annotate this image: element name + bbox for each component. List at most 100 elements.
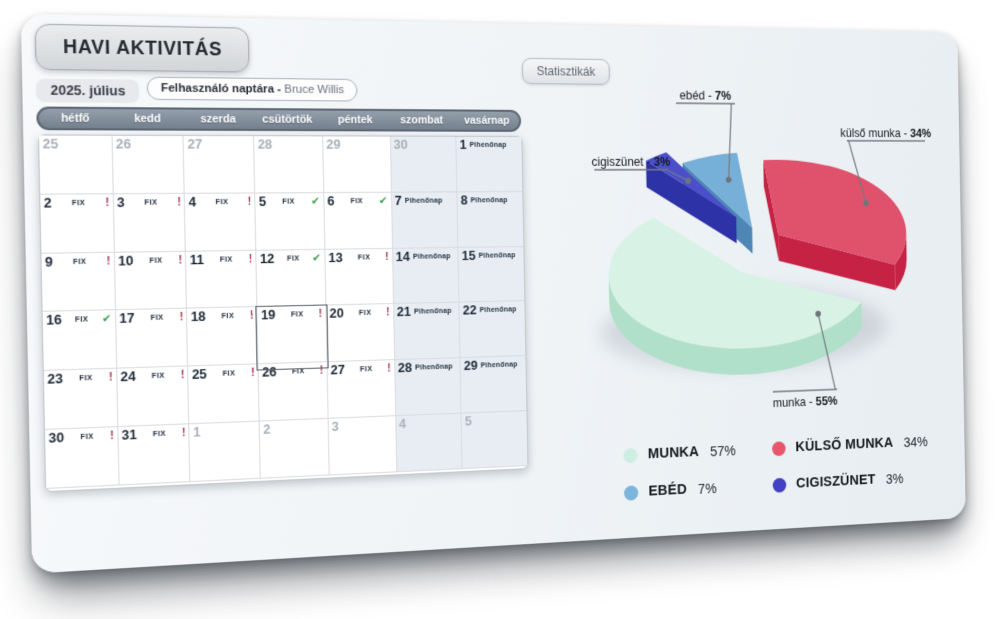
calendar-cell-5[interactable]: 5 FIX ✔ bbox=[255, 193, 325, 250]
calendar-cell-adjacent-30[interactable]: 30 bbox=[390, 137, 457, 193]
fix-badge: FIX bbox=[62, 316, 102, 324]
day-number: 4 bbox=[188, 196, 196, 210]
calendar-cell-13[interactable]: 13 FIX! bbox=[325, 249, 393, 306]
legend-dot-kulso_munka bbox=[772, 441, 786, 456]
calendar-cell-4[interactable]: 4 FIX! bbox=[185, 193, 256, 251]
pie-callout-label: cigiszünet - 3% bbox=[592, 155, 671, 169]
calendar-cell-23[interactable]: 23 FIX! bbox=[44, 369, 118, 430]
legend-item-ebed: EBÉD 7% bbox=[624, 477, 773, 500]
calendar-cell-10[interactable]: 10 FIX! bbox=[115, 251, 188, 310]
calendar-cell-adjacent-1[interactable]: 1 bbox=[190, 422, 261, 482]
calendar-cell-22[interactable]: 22 Pihenőnap bbox=[460, 302, 526, 359]
weekday-header-3: szerda bbox=[183, 110, 253, 129]
calendar-cell-adjacent-29[interactable]: 29 bbox=[323, 136, 391, 193]
pie-slice-kulso_munka[interactable] bbox=[763, 160, 907, 293]
fix-badge: FIX bbox=[275, 311, 318, 319]
calendar-cell-21[interactable]: 21 Pihenőnap bbox=[394, 303, 461, 360]
legend-label: EBÉD bbox=[648, 482, 687, 500]
calendar-grid: 25 26 27 28 29 30 1 Pihenőnap 2 FIX! 3 FIX! 4 FIX! 5 FI… bbox=[38, 134, 529, 492]
legend-percent: 3% bbox=[886, 471, 904, 487]
calendar-cell-adjacent-5[interactable]: 5 bbox=[462, 411, 528, 469]
status-warning-icon: ! bbox=[182, 427, 186, 440]
day-number: 26 bbox=[262, 366, 277, 380]
calendar-cell-14[interactable]: 14 Pihenőnap bbox=[393, 248, 460, 305]
status-warning-icon: ! bbox=[106, 255, 110, 268]
calendar-cell-adjacent-4[interactable]: 4 bbox=[396, 414, 463, 472]
calendar-cell-27[interactable]: 27 FIX! bbox=[327, 360, 395, 419]
calendar-cell-adjacent-2[interactable]: 2 bbox=[260, 419, 330, 479]
calendar-cell-3[interactable]: 3 FIX! bbox=[113, 194, 186, 253]
weekday-header-6: szombat bbox=[389, 111, 455, 130]
fix-badge: FIX bbox=[196, 199, 248, 207]
calendar-cell-adjacent-3[interactable]: 3 bbox=[328, 416, 396, 475]
calendar-cell-adjacent-28[interactable]: 28 bbox=[254, 136, 324, 193]
day-number: 23 bbox=[47, 373, 63, 387]
day-number: 14 bbox=[396, 250, 410, 263]
dashboard-panel: HAVI AKTIVITÁS 2025. július Felhasználó … bbox=[21, 14, 966, 574]
rest-day-label: Pihenőnap bbox=[414, 308, 452, 316]
status-warning-icon: ! bbox=[385, 251, 389, 263]
calendar-cell-25[interactable]: 25 FIX! bbox=[189, 365, 260, 425]
day-number: 29 bbox=[464, 360, 478, 374]
calendar-cell-24[interactable]: 24 FIX! bbox=[117, 367, 190, 427]
calendar-cell-2[interactable]: 2 FIX! bbox=[40, 194, 114, 253]
calendar-cell-18[interactable]: 18 FIX! bbox=[187, 308, 258, 367]
calendar-cell-28[interactable]: 28 Pihenőnap bbox=[395, 358, 462, 416]
weekday-header-7: vasárnap bbox=[454, 111, 519, 129]
legend-percent: 34% bbox=[904, 434, 928, 450]
day-number: 25 bbox=[192, 368, 207, 382]
calendar-cell-9[interactable]: 9 FIX! bbox=[41, 252, 115, 312]
calendar-cell-11[interactable]: 11 FIX! bbox=[186, 250, 257, 309]
calendar-cell-29[interactable]: 29 Pihenőnap bbox=[461, 356, 527, 413]
calendar-cell-adjacent-27[interactable]: 27 bbox=[184, 136, 255, 194]
calendar-cell-12[interactable]: 12 FIX ✔ bbox=[256, 249, 326, 307]
calendar-cell-31[interactable]: 31 FIX! bbox=[118, 424, 191, 485]
calendar-cell-7[interactable]: 7 Pihenőnap bbox=[392, 192, 459, 248]
calendar-cell-6[interactable]: 6 FIX ✔ bbox=[324, 193, 392, 250]
fix-badge: FIX bbox=[136, 372, 181, 381]
legend-percent: 7% bbox=[698, 480, 717, 497]
calendar-cell-adjacent-26[interactable]: 26 bbox=[112, 136, 185, 194]
calendar-cell-20[interactable]: 20 FIX! bbox=[326, 304, 394, 362]
calendar-cell-19[interactable]: 19 FIX! bbox=[258, 306, 328, 365]
legend-item-cigiszunet: CIGISZÜNET 3% bbox=[773, 469, 929, 492]
statistics-button[interactable]: Statisztikák bbox=[522, 58, 610, 85]
calendar-cell-8[interactable]: 8 Pihenőnap bbox=[458, 192, 524, 248]
status-warning-icon: ! bbox=[251, 367, 255, 380]
rest-day-label: Pihenőnap bbox=[471, 197, 508, 204]
legend-label: MUNKA bbox=[648, 444, 699, 462]
calendar-cell-30[interactable]: 30 FIX! bbox=[45, 427, 119, 489]
fix-badge: FIX bbox=[64, 433, 110, 442]
legend-label: CIGISZÜNET bbox=[796, 472, 876, 491]
calendar-cell-1[interactable]: 1 Pihenőnap bbox=[457, 137, 523, 192]
status-warning-icon: ! bbox=[387, 363, 391, 375]
day-number: 2 bbox=[44, 197, 52, 211]
day-number: 30 bbox=[394, 139, 408, 152]
page-background: HAVI AKTIVITÁS 2025. július Felhasználó … bbox=[0, 0, 1000, 619]
day-number: 21 bbox=[397, 306, 411, 320]
status-warning-icon: ! bbox=[110, 430, 114, 443]
status-warning-icon: ! bbox=[250, 310, 254, 323]
calendar-cell-17[interactable]: 17 FIX! bbox=[116, 309, 189, 369]
status-warning-icon: ! bbox=[105, 196, 109, 209]
day-number: 1 bbox=[460, 139, 467, 152]
chart-legend: MUNKA 57% KÜLSŐ MUNKA 34% EBÉD 7% CIGISZÜNET 3% bbox=[623, 434, 928, 501]
status-ok-icon: ✔ bbox=[102, 313, 112, 326]
calendar-cell-16[interactable]: 16 FIX ✔ bbox=[43, 311, 117, 372]
fix-badge: FIX bbox=[206, 313, 250, 321]
day-number: 8 bbox=[461, 194, 468, 207]
day-number: 10 bbox=[118, 254, 134, 268]
day-number: 15 bbox=[462, 249, 476, 262]
fix-badge: FIX bbox=[52, 199, 106, 207]
status-warning-icon: ! bbox=[180, 369, 184, 382]
calendar-cell-26[interactable]: 26 FIX! bbox=[259, 362, 329, 421]
status-warning-icon: ! bbox=[177, 196, 181, 209]
legend-label: KÜLSŐ MUNKA bbox=[795, 435, 893, 455]
calendar-cell-15[interactable]: 15 Pihenőnap bbox=[459, 247, 525, 303]
calendar-cell-adjacent-25[interactable]: 25 bbox=[39, 136, 113, 195]
user-calendar-pill: Felhasználó naptára - Bruce Willis bbox=[147, 77, 358, 102]
legend-item-munka: MUNKA 57% bbox=[623, 441, 772, 464]
fix-badge: FIX bbox=[63, 375, 109, 384]
day-number: 1 bbox=[193, 426, 201, 440]
status-warning-icon: ! bbox=[178, 254, 182, 267]
